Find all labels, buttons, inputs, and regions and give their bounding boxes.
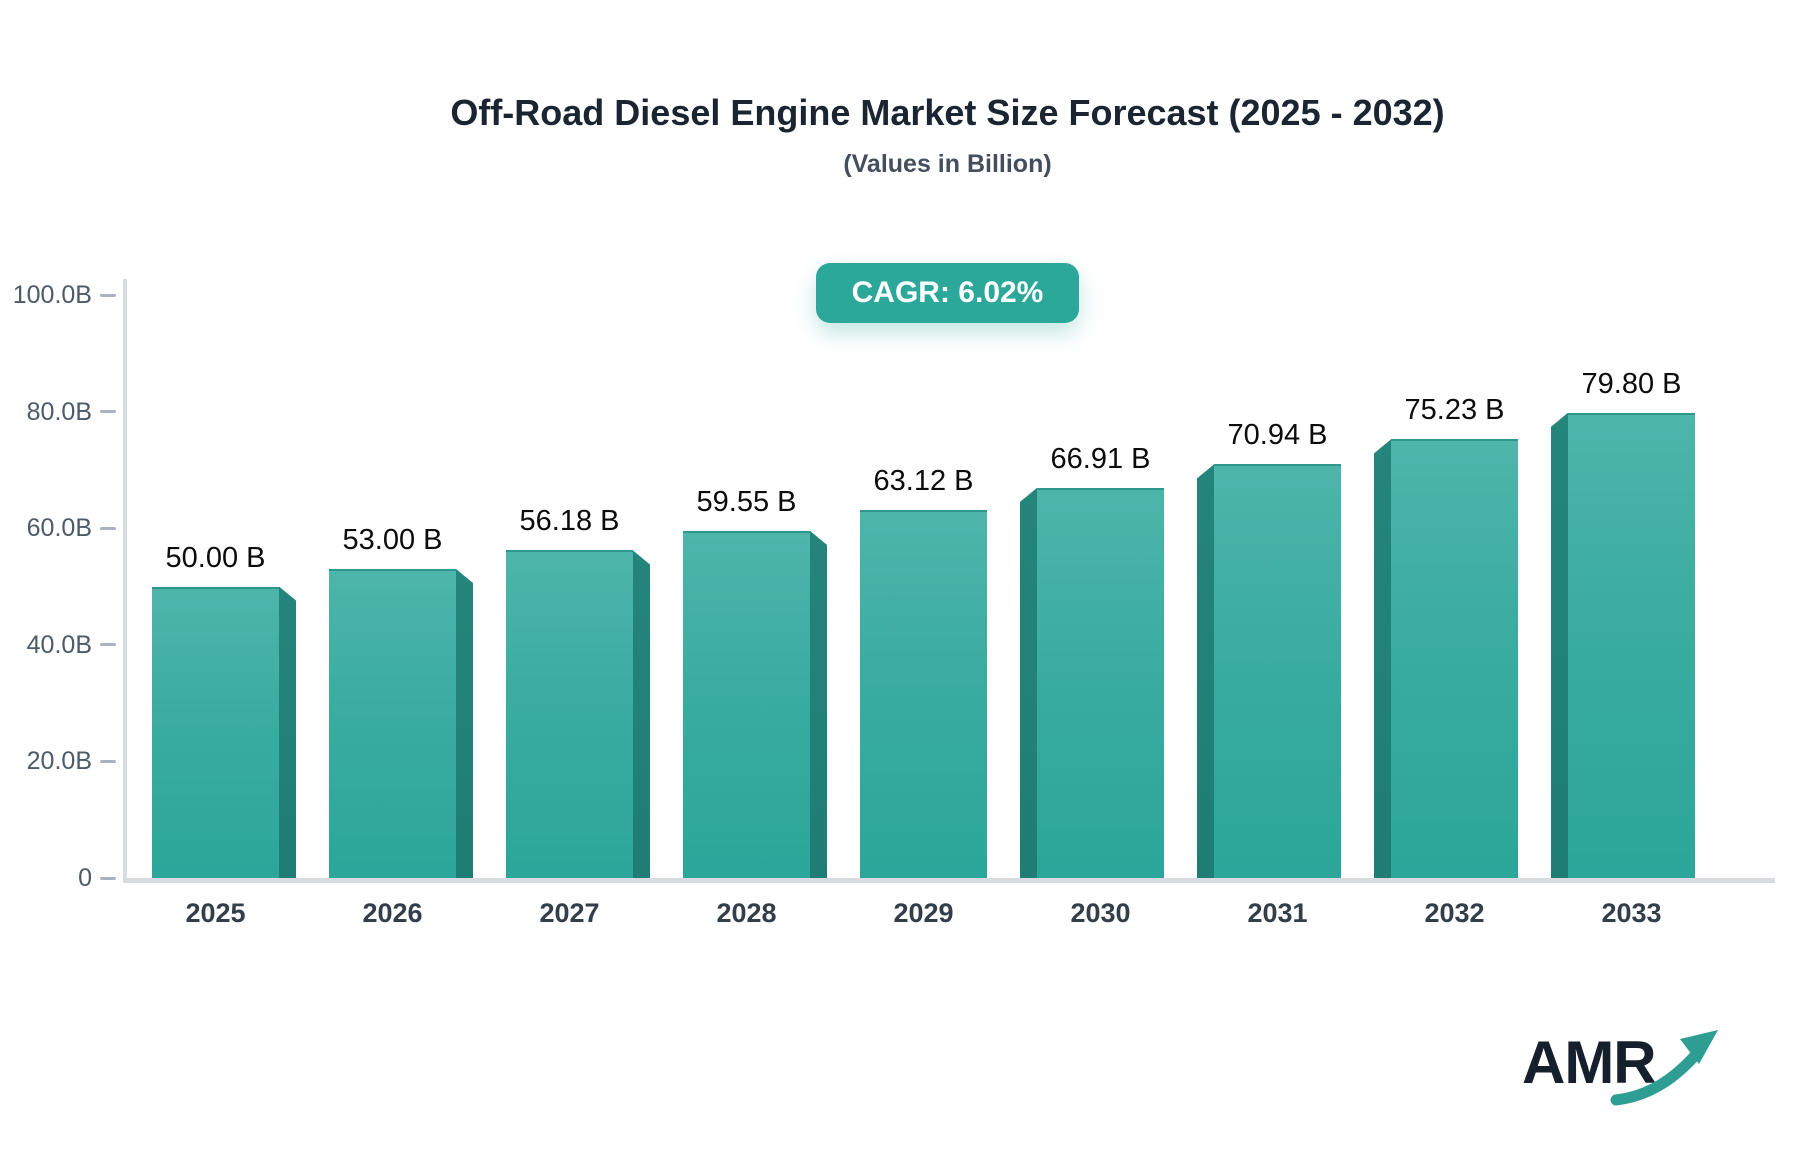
bar-value-label-2030: 66.91 B — [1050, 442, 1151, 475]
bar-side-face-2032 — [1374, 439, 1391, 878]
bar-side-face-2028 — [810, 530, 827, 878]
bar-value-label-2031: 70.94 B — [1227, 419, 1328, 452]
x-axis-line — [123, 878, 1775, 883]
x-tick-label-2029: 2029 — [893, 898, 954, 928]
y-tick-mark — [100, 759, 116, 763]
bar-side-face-2031 — [1197, 464, 1214, 878]
amr-logo: AMR — [1522, 1028, 1732, 1118]
growth-arrow-icon — [1610, 1030, 1718, 1106]
y-axis-line — [123, 279, 127, 882]
amr-logo-text: AMR — [1522, 1029, 1657, 1096]
y-tick-label: 0 — [78, 864, 92, 892]
x-tick-label-2025: 2025 — [185, 898, 246, 928]
y-tick-label: 100.0B — [12, 281, 92, 309]
bar-2033 — [1568, 412, 1695, 878]
x-tick-label-2031: 2031 — [1247, 898, 1308, 928]
cagr-badge: CAGR: 6.02% — [815, 263, 1080, 323]
y-tick-label: 40.0B — [26, 630, 92, 659]
bar-side-face-2025 — [279, 586, 296, 878]
x-tick-label-2030: 2030 — [1070, 898, 1131, 928]
y-tick-mark — [100, 643, 116, 647]
bar-value-label-2033: 79.80 B — [1581, 367, 1682, 400]
bar-2026 — [329, 569, 456, 878]
bar-2029 — [860, 510, 987, 878]
chart-subtitle: (Values in Billion) — [843, 150, 1052, 178]
bar-2025 — [152, 586, 279, 878]
bar-2030 — [1037, 487, 1164, 878]
bar-2027 — [506, 550, 633, 878]
y-tick-mark — [100, 410, 116, 414]
y-tick-mark — [100, 293, 116, 297]
x-tick-label-2032: 2032 — [1424, 898, 1485, 928]
bar-2032 — [1391, 439, 1518, 878]
x-tick-label-2028: 2028 — [716, 898, 777, 928]
bar-value-label-2025: 50.00 B — [165, 541, 266, 574]
x-tick-label-2027: 2027 — [539, 898, 600, 928]
bar-2031 — [1214, 464, 1341, 878]
y-tick-mark — [100, 876, 116, 880]
bar-side-face-2027 — [633, 550, 650, 878]
cagr-badge-wrap: CAGR: 6.02% — [95, 263, 1800, 323]
bar-value-label-2032: 75.23 B — [1404, 394, 1505, 427]
bar-side-face-2033 — [1551, 412, 1568, 878]
y-tick-label: 80.0B — [26, 397, 92, 426]
bar-value-label-2027: 56.18 B — [519, 505, 620, 538]
x-tick-label-2033: 2033 — [1601, 898, 1662, 928]
bar-2028 — [683, 530, 810, 878]
chart-title: Off-Road Diesel Engine Market Size Forec… — [450, 92, 1445, 133]
y-tick-mark — [100, 526, 116, 530]
bar-value-label-2029: 63.12 B — [873, 465, 974, 497]
y-tick-label: 20.0B — [26, 747, 92, 776]
bar-value-label-2028: 59.55 B — [696, 485, 797, 518]
bar-side-face-2026 — [456, 569, 473, 878]
y-tick-label: 60.0B — [26, 514, 92, 543]
bar-side-face-2030 — [1020, 487, 1037, 878]
x-tick-label-2026: 2026 — [362, 898, 423, 928]
bar-value-label-2026: 53.00 B — [342, 524, 443, 556]
